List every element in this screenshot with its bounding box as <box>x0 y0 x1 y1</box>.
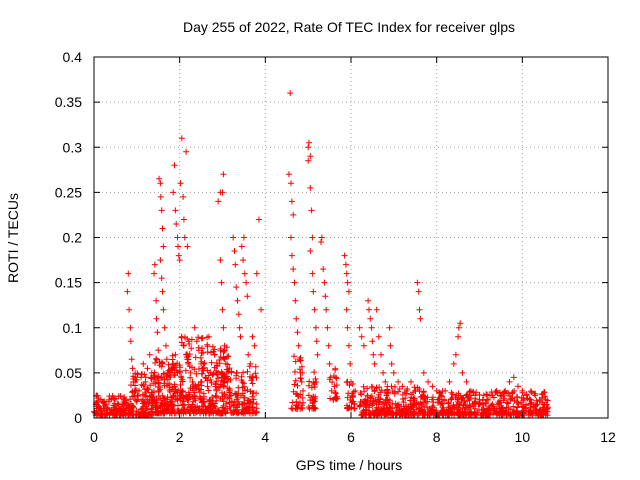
grid-lines <box>94 57 608 418</box>
x-tick-label: 2 <box>176 429 184 445</box>
y-tick-label: 0.1 <box>63 320 83 336</box>
y-axis-ticks: 0 0.05 0.1 0.15 0.2 0.25 0.3 0.35 0.4 <box>55 49 608 426</box>
y-tick-label: 0.35 <box>55 94 82 110</box>
y-tick-label: 0.15 <box>55 275 82 291</box>
x-tick-label: 0 <box>90 429 98 445</box>
x-tick-label: 8 <box>433 429 441 445</box>
y-tick-label: 0.4 <box>63 49 83 65</box>
x-axis-label: GPS time / hours <box>296 457 403 473</box>
y-tick-label: 0.05 <box>55 365 82 381</box>
y-axis-label: ROTI / TECUs <box>5 193 21 283</box>
x-tick-label: 4 <box>261 429 269 445</box>
y-tick-label: 0.2 <box>63 230 83 246</box>
scatter-points-roti <box>91 90 551 419</box>
x-tick-label: 10 <box>515 429 531 445</box>
y-tick-label: 0 <box>74 410 82 426</box>
data-points <box>91 90 551 419</box>
y-tick-label: 0.3 <box>63 139 83 155</box>
x-axis-ticks: 0 2 4 6 8 10 12 <box>90 57 616 445</box>
x-tick-label: 6 <box>347 429 355 445</box>
x-tick-label: 12 <box>600 429 616 445</box>
chart-title: Day 255 of 2022, Rate Of TEC Index for r… <box>183 19 515 35</box>
y-tick-label: 0.25 <box>55 184 82 200</box>
